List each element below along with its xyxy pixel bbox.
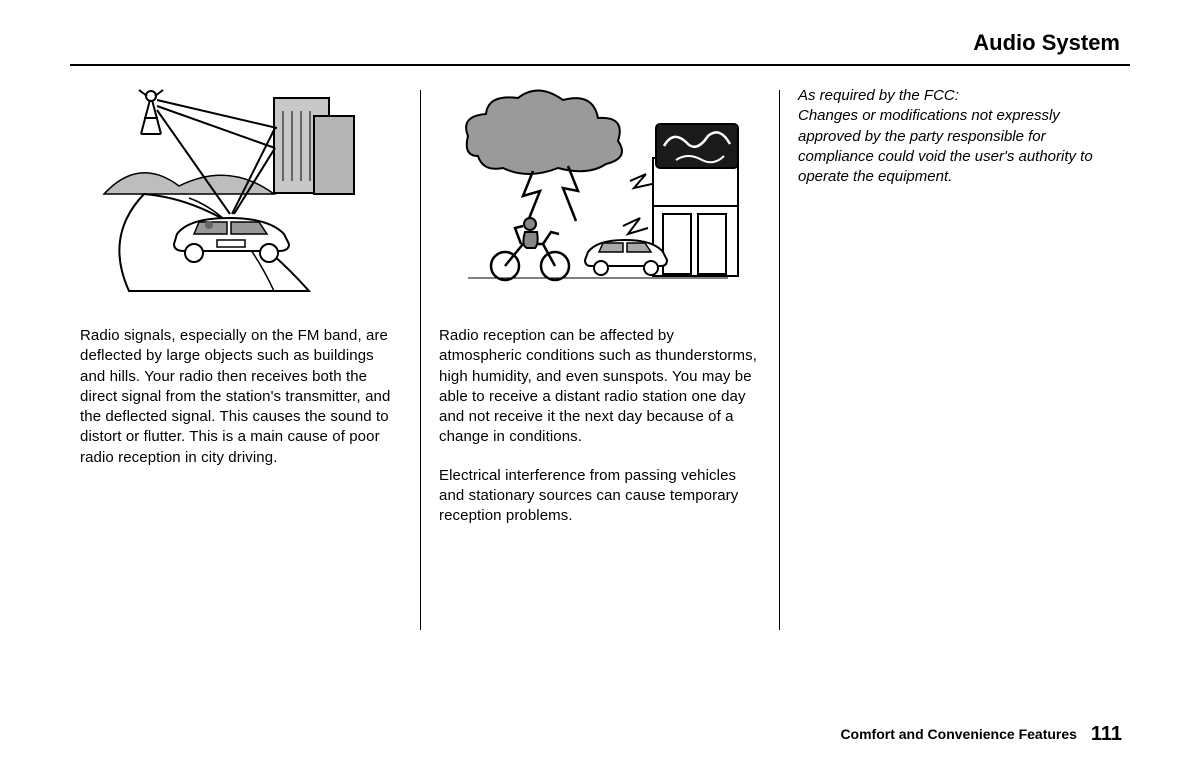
column-2: Radio reception can be affected by atmos… [421,86,779,646]
illustration-atmospheric [458,86,743,296]
footer-section-label: Comfort and Convenience Features [840,726,1077,742]
column-3: As required by the FCC: Changes or modif… [780,86,1130,646]
fcc-heading: As required by the FCC: [798,86,1120,106]
title-divider [70,64,1130,66]
column-1-text: Radio signals, especially on the FM band… [80,326,402,486]
column-2-text: Radio reception can be affected by atmos… [439,326,761,544]
page-footer: Comfort and Convenience Features 111 [840,723,1122,746]
paragraph-electrical: Electrical interference from passing veh… [439,466,761,527]
illustration-signal-deflection [99,86,384,296]
page-title: Audio System [70,30,1130,56]
paragraph-atmospheric: Radio reception can be affected by atmos… [439,326,761,448]
paragraph-signal-deflection: Radio signals, especially on the FM band… [80,326,402,468]
page-number: 111 [1091,723,1122,745]
fcc-body: Changes or modifications not expressly a… [798,106,1120,187]
content-columns: Radio signals, especially on the FM band… [70,86,1130,646]
fcc-notice: As required by the FCC: Changes or modif… [798,86,1120,187]
column-1: Radio signals, especially on the FM band… [70,86,420,646]
